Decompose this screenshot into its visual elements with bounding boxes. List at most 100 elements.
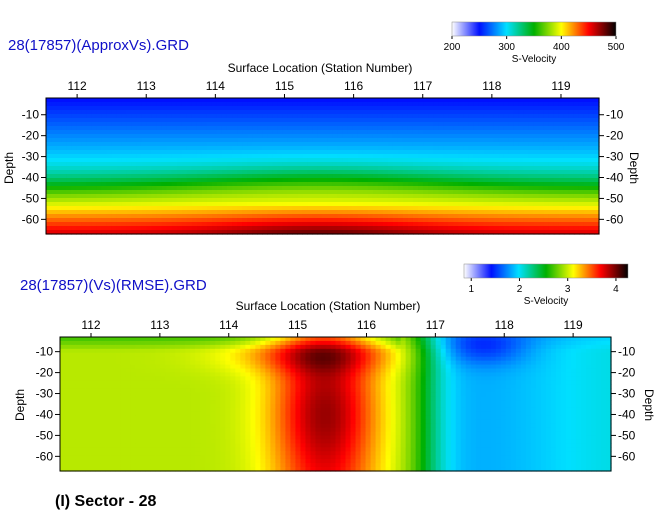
heatmap-cell — [387, 122, 394, 127]
heatmap-cell — [593, 210, 600, 215]
heatmap-cell — [508, 178, 515, 183]
heatmap-cell — [185, 340, 191, 346]
heatmap-cell — [191, 178, 198, 183]
heatmap-cell — [415, 348, 422, 354]
heatmap-cell — [412, 134, 419, 139]
heatmap-cell — [211, 178, 218, 183]
heatmap-cell — [201, 126, 208, 131]
heatmap-cell — [302, 162, 309, 167]
heatmap-cell — [352, 110, 359, 115]
heatmap-cell — [483, 214, 489, 219]
heatmap-cell — [478, 170, 484, 175]
heatmap-cell — [160, 376, 166, 381]
heatmap-cell — [171, 98, 178, 103]
heatmap-cell — [290, 376, 297, 381]
heatmap-cell — [305, 344, 312, 350]
heatmap-cell — [575, 337, 582, 342]
heatmap-cell — [131, 102, 138, 107]
heatmap-cell — [590, 352, 597, 358]
heatmap-cell — [357, 110, 364, 115]
heatmap-cell — [575, 372, 582, 378]
heatmap-cell — [171, 170, 178, 175]
heatmap-cell — [116, 102, 123, 107]
heatmap-cell — [365, 348, 372, 354]
heatmap-cell — [508, 170, 515, 175]
heatmap-cell — [300, 364, 307, 370]
heatmap-cell — [91, 146, 97, 151]
heatmap-cell — [267, 182, 273, 187]
heatmap-cell — [365, 368, 372, 374]
heatmap-cell — [46, 146, 52, 151]
heatmap-cell — [463, 118, 469, 123]
heatmap-cell — [407, 186, 414, 191]
heatmap-cell — [226, 214, 233, 219]
heatmap-cell — [478, 138, 484, 143]
heatmap-cell — [458, 118, 464, 123]
heatmap-cell — [357, 166, 364, 171]
heatmap-cell — [272, 154, 278, 159]
heatmap-cell — [560, 337, 567, 342]
heatmap-cell — [297, 118, 303, 123]
heatmap-cell — [181, 186, 188, 191]
heatmap-cell — [395, 348, 402, 354]
heatmap-cell — [573, 178, 580, 183]
panel1-y-ticks-left: -10-20-30-40-50-60 — [22, 108, 46, 226]
heatmap-cell — [392, 114, 399, 119]
heatmap-cell — [156, 194, 163, 199]
heatmap-cell — [201, 130, 208, 135]
heatmap-cell — [185, 356, 191, 362]
heatmap-cell — [272, 210, 278, 215]
heatmap-cell — [61, 170, 67, 175]
heatmap-cell — [322, 134, 329, 139]
heatmap-cell — [166, 122, 173, 127]
heatmap-cell — [397, 170, 404, 175]
heatmap-cell — [428, 198, 434, 203]
heatmap-cell — [357, 206, 364, 211]
heatmap-cell — [302, 182, 309, 187]
heatmap-cell — [355, 352, 362, 358]
heatmap-cell — [387, 214, 394, 219]
heatmap-cell — [397, 214, 404, 219]
heatmap-cell — [252, 102, 258, 107]
heatmap-cell — [543, 98, 550, 103]
heatmap-cell — [465, 337, 472, 342]
heatmap-cell — [56, 122, 62, 127]
heatmap-cell — [573, 210, 580, 215]
heatmap-cell — [433, 186, 439, 191]
heatmap-cell — [240, 360, 246, 366]
heatmap-cell — [252, 186, 258, 191]
heatmap-cell — [508, 230, 515, 235]
heatmap-cell — [171, 118, 178, 123]
heatmap-cell — [498, 98, 505, 103]
heatmap-cell — [375, 348, 382, 354]
heatmap-cell — [275, 372, 281, 378]
heatmap-cell — [418, 138, 424, 143]
heatmap-cell — [347, 190, 354, 195]
heatmap-cell — [191, 142, 198, 147]
heatmap-cell — [568, 182, 575, 187]
heatmap-cell — [272, 170, 278, 175]
heatmap-cell — [46, 98, 52, 103]
heatmap-cell — [166, 226, 173, 231]
heatmap-cell — [533, 158, 540, 163]
heatmap-cell — [46, 198, 52, 203]
heatmap-cell — [588, 178, 595, 183]
heatmap-cell — [372, 190, 379, 195]
heatmap-cell — [407, 150, 414, 155]
heatmap-cell — [312, 142, 319, 147]
heatmap-cell — [216, 226, 223, 231]
heatmap-cell — [342, 118, 349, 123]
heatmap-cell — [180, 352, 186, 358]
heatmap-cell — [385, 344, 392, 350]
heatmap-cell — [262, 146, 268, 151]
heatmap-cell — [255, 340, 261, 346]
heatmap-cell — [488, 202, 495, 207]
heatmap-cell — [71, 122, 77, 127]
heatmap-cell — [221, 222, 228, 227]
heatmap-cell — [312, 102, 319, 107]
heatmap-cell — [458, 162, 464, 167]
heatmap-cell — [237, 118, 243, 123]
heatmap-cell — [90, 376, 96, 381]
heatmap-cell — [475, 364, 482, 370]
heatmap-cell — [141, 214, 148, 219]
